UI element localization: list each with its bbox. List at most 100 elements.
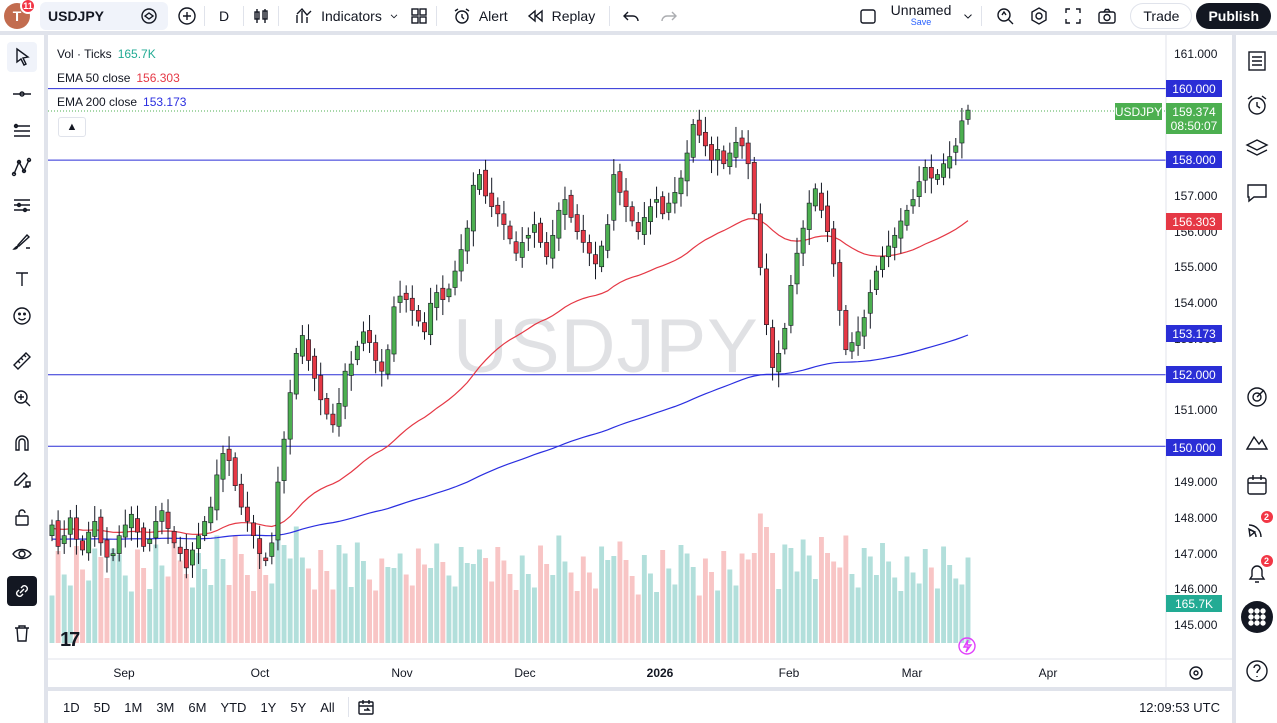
target-icon[interactable] [1241, 381, 1273, 413]
emoji-tool[interactable] [7, 301, 37, 331]
interval-button[interactable]: D [211, 2, 237, 30]
candle-body [336, 403, 342, 427]
candle [794, 237, 800, 295]
collapse-legend-button[interactable]: ▲ [58, 117, 86, 137]
candle-body [702, 131, 708, 147]
publish-button[interactable]: Publish [1196, 2, 1271, 29]
add-symbol-icon[interactable] [176, 5, 198, 27]
ruler-tool[interactable] [7, 346, 37, 376]
forecast-tool[interactable] [7, 190, 37, 220]
compare-symbol-icon[interactable] [138, 5, 160, 27]
range-button-3m[interactable]: 3M [156, 699, 175, 715]
layout-title: Unnamed [890, 1, 952, 18]
price-chart[interactable] [48, 35, 1232, 687]
chart-pane[interactable]: USDJPY Vol · Ticks 165.7K EMA 50 close 156… [48, 35, 1232, 687]
calendar-icon[interactable] [1241, 469, 1273, 501]
volume-bar [770, 553, 776, 643]
undo-icon[interactable] [620, 5, 642, 27]
volume-bar [538, 545, 543, 643]
price-tick: 155.000 [1174, 260, 1218, 274]
range-button-5y[interactable]: 5Y [290, 699, 307, 715]
candle-body [788, 285, 794, 326]
text-tool[interactable] [7, 264, 37, 294]
candle [635, 212, 641, 240]
zoom-in-tool[interactable] [7, 383, 37, 413]
alert-button[interactable]: Alert [443, 2, 516, 30]
candle-body [208, 506, 214, 524]
layouts-grid-icon[interactable] [408, 5, 430, 27]
volume-bar [80, 569, 85, 643]
help-icon[interactable] [1241, 655, 1273, 687]
alerts-clock-icon[interactable] [1241, 89, 1273, 121]
candle-body [122, 524, 128, 538]
ema200-legend[interactable]: EMA 200 close 153.173 [57, 95, 186, 109]
layout-save-link[interactable]: Save [910, 16, 932, 27]
range-button-all[interactable]: All [320, 699, 335, 715]
streams-icon[interactable]: 2 [1241, 509, 1275, 545]
trash-icon[interactable] [7, 618, 37, 648]
volume-bar [244, 575, 250, 643]
candle [666, 192, 672, 221]
magnet-tool[interactable] [7, 428, 37, 458]
volume-bar [220, 559, 226, 643]
chevron-down-icon[interactable] [961, 5, 975, 27]
link-tool[interactable] [7, 576, 37, 606]
layers-icon[interactable] [1241, 133, 1273, 165]
range-button-5d[interactable]: 5D [93, 699, 111, 715]
notifications-bell-icon[interactable]: 2 [1241, 553, 1275, 589]
camera-icon[interactable] [1096, 5, 1118, 27]
apps-grid-icon[interactable] [1240, 601, 1273, 633]
clock[interactable]: 12:09:53 UTC [1139, 699, 1220, 715]
candle-body [171, 531, 177, 544]
trade-button[interactable]: Trade [1130, 2, 1193, 29]
brush-tool[interactable] [7, 227, 37, 257]
eye-icon[interactable] [7, 539, 37, 569]
goto-date-icon[interactable] [355, 696, 377, 718]
candle-body [690, 124, 696, 158]
candle-body [617, 171, 623, 193]
redo-icon[interactable] [658, 5, 680, 27]
fullscreen-icon[interactable] [1062, 5, 1084, 27]
volume-bar [513, 590, 519, 643]
candle [299, 325, 305, 365]
tradingview-logo[interactable]: 17 [60, 629, 80, 651]
range-button-6m[interactable]: 6M [188, 699, 207, 715]
fib-tool[interactable] [7, 116, 37, 146]
hline-150-label[interactable]: 150.000 [1166, 439, 1222, 456]
settings-gear-icon[interactable] [1028, 5, 1050, 27]
range-button-1d[interactable]: 1D [63, 699, 80, 715]
hline-152-label[interactable]: 152.000 [1166, 366, 1222, 383]
volume-bar [477, 549, 482, 643]
layout-checkbox-icon[interactable] [857, 5, 879, 27]
indicators-button[interactable]: Indicators [285, 2, 408, 30]
cursor-tool[interactable] [7, 42, 37, 72]
axis-settings-icon[interactable] [1186, 663, 1208, 685]
lock-icon[interactable] [7, 502, 37, 532]
ema50-legend[interactable]: EMA 50 close 156.303 [57, 71, 180, 85]
ema50-legend-value: 156.303 [136, 71, 180, 85]
volume-legend[interactable]: Vol · Ticks 165.7K [57, 47, 156, 61]
hline-158-label[interactable]: 158.000 [1166, 151, 1222, 168]
range-button-ytd[interactable]: YTD [220, 699, 247, 715]
candle [373, 334, 379, 374]
hline-160-label[interactable]: 160.000 [1166, 80, 1222, 97]
trend-line-tool[interactable] [7, 79, 37, 109]
candles-icon[interactable] [250, 5, 272, 27]
watchlist-icon[interactable] [1241, 45, 1273, 77]
lightning-icon[interactable] [957, 636, 979, 658]
range-button-1m[interactable]: 1M [124, 699, 143, 715]
range-button-1y[interactable]: 1Y [260, 699, 277, 715]
layout-name[interactable]: Unnamed Save [890, 1, 952, 28]
ideas-chart-icon[interactable] [1241, 425, 1273, 457]
candle-body [599, 245, 605, 268]
quick-search-icon[interactable] [994, 5, 1016, 27]
user-avatar[interactable]: T 11 [4, 0, 36, 29]
lock-drawing-tool[interactable] [7, 465, 37, 495]
volume-bar [751, 553, 757, 643]
chat-icon[interactable] [1241, 177, 1273, 209]
symbol-search[interactable]: USDJPY [40, 1, 168, 30]
patterns-tool[interactable] [7, 153, 37, 183]
divider [243, 5, 245, 26]
replay-button[interactable]: Replay [516, 2, 604, 30]
candle-body [86, 531, 92, 554]
